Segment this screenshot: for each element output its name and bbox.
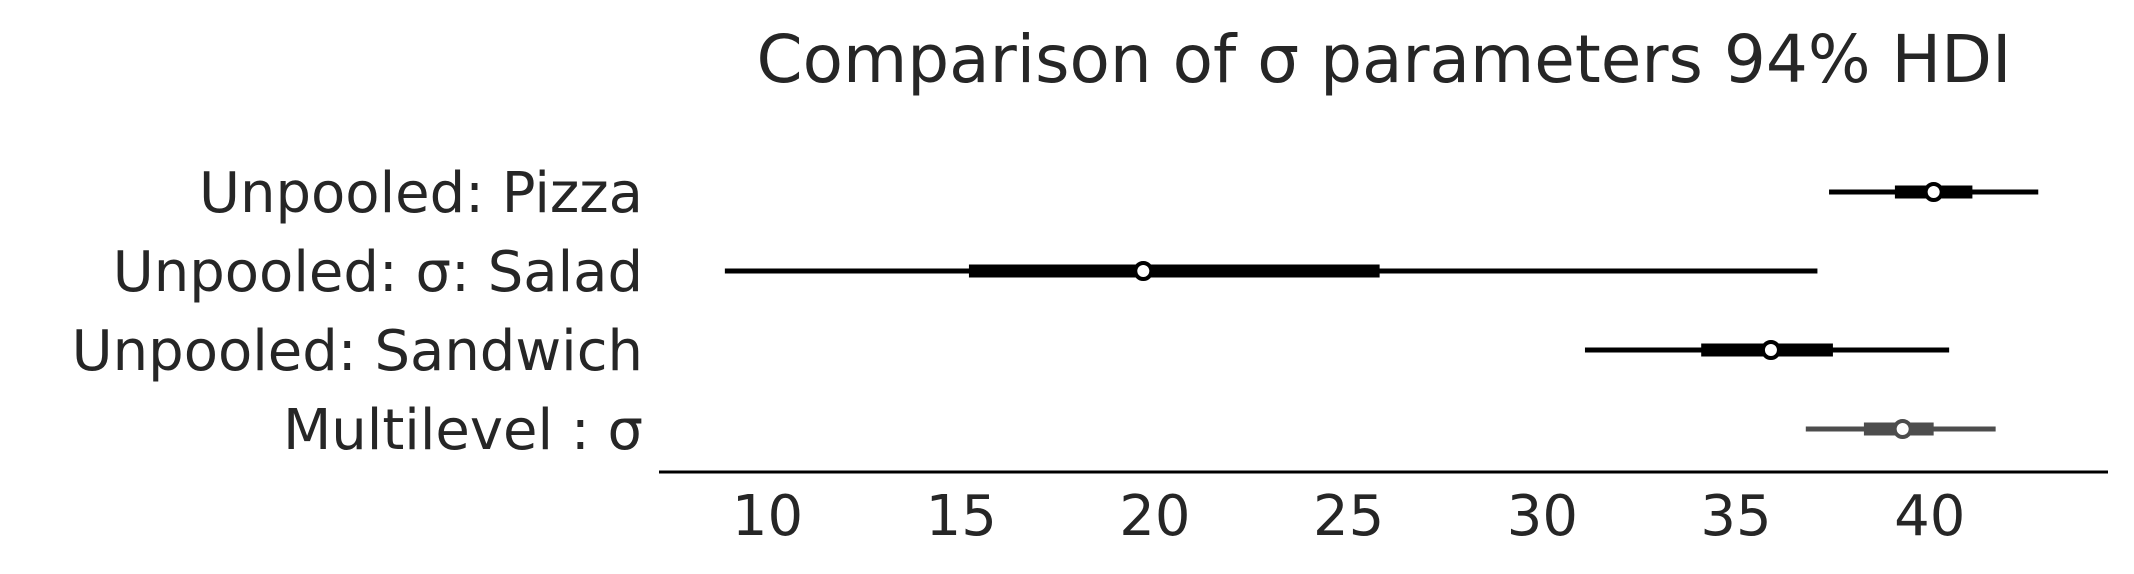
x-tick-label: 35 bbox=[1700, 484, 1771, 549]
median-point bbox=[1133, 261, 1154, 281]
row-label: Unpooled: σ: Salad bbox=[113, 240, 643, 305]
forest-row: Unpooled: σ: Salad bbox=[113, 240, 1818, 305]
x-tick-label: 30 bbox=[1507, 484, 1578, 549]
median-point bbox=[1892, 419, 1913, 439]
median-point bbox=[1760, 340, 1781, 360]
x-tick-label: 25 bbox=[1313, 484, 1384, 549]
row-label: Multilevel : σ bbox=[283, 398, 643, 463]
x-tick-label: 20 bbox=[1119, 484, 1190, 549]
x-tick-label: 10 bbox=[732, 484, 803, 549]
forest-row: Unpooled: Pizza bbox=[199, 161, 2039, 226]
median-point bbox=[1923, 182, 1944, 202]
x-ticks: 10 15 20 25 30 35 40 bbox=[732, 484, 1966, 549]
row-label: Unpooled: Pizza bbox=[199, 161, 643, 226]
x-tick-label: 40 bbox=[1894, 484, 1965, 549]
rows: Unpooled: Pizza Unpooled: σ: Salad Unpoole… bbox=[72, 161, 2039, 463]
chart-title: Comparison of σ parameters 94% HDI bbox=[757, 21, 2012, 98]
forest-row: Multilevel : σ bbox=[283, 398, 1996, 463]
row-label: Unpooled: Sandwich bbox=[72, 319, 643, 384]
forest-row: Unpooled: Sandwich bbox=[72, 319, 1950, 384]
x-tick-label: 15 bbox=[926, 484, 997, 549]
